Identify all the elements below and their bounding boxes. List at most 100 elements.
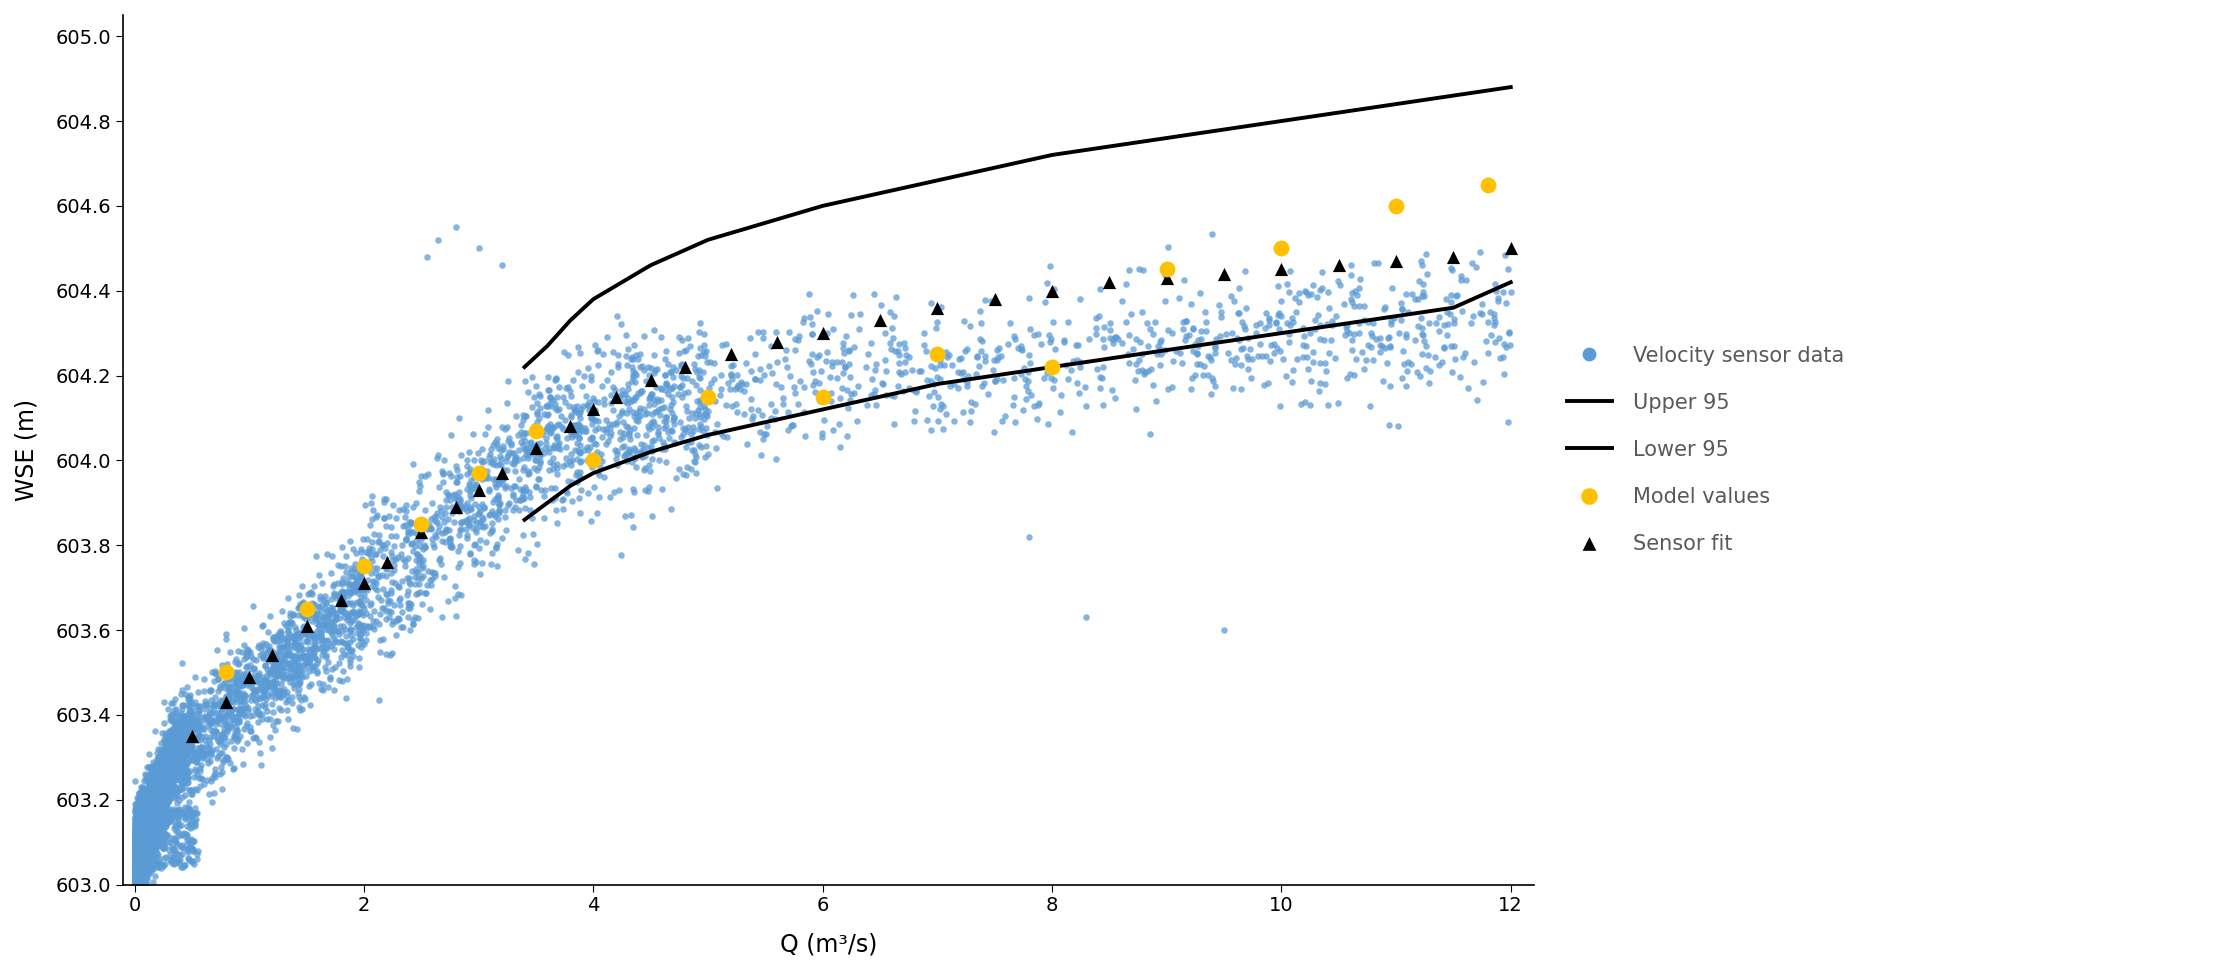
Point: [135, 840, 170, 855]
Point: [246, 682, 281, 697]
Point: [188, 738, 224, 753]
Point: [208, 696, 244, 712]
Point: [516, 526, 551, 542]
Point: [153, 808, 188, 823]
Point: [122, 825, 157, 841]
Point: [122, 807, 157, 822]
Point: [135, 784, 170, 799]
Point: [368, 586, 403, 602]
Point: [226, 652, 261, 667]
Point: [126, 847, 162, 862]
Point: [124, 815, 159, 830]
Point: [325, 585, 361, 600]
Point: [170, 717, 206, 732]
Point: [135, 837, 170, 853]
Point: [235, 686, 270, 702]
Point: [122, 850, 157, 865]
Point: [151, 735, 186, 751]
Point: [128, 871, 164, 887]
Point: [496, 486, 531, 502]
Point: [529, 430, 565, 446]
Point: [157, 809, 193, 824]
Point: [815, 354, 850, 370]
Point: [252, 642, 288, 657]
Point: [547, 412, 582, 427]
Point: [153, 766, 188, 782]
Point: [135, 811, 170, 826]
Point: [294, 646, 330, 661]
Point: [950, 368, 985, 384]
Point: [139, 818, 175, 833]
Point: [148, 744, 184, 759]
Point: [144, 792, 179, 808]
Point: [653, 423, 689, 439]
Point: [122, 833, 157, 849]
Point: [162, 849, 197, 864]
Point: [381, 550, 416, 565]
Point: [124, 804, 159, 820]
Point: [607, 386, 642, 402]
Point: [126, 837, 162, 853]
Point: [128, 814, 164, 829]
Point: [166, 734, 201, 750]
Point: [135, 827, 170, 843]
Point: [317, 683, 352, 698]
Point: [835, 287, 870, 303]
Point: [390, 610, 425, 625]
Point: [201, 733, 237, 749]
Point: [128, 813, 164, 828]
Point: [126, 820, 162, 835]
Point: [531, 389, 567, 405]
Point: [162, 721, 197, 737]
Point: [122, 843, 157, 858]
Point: [124, 848, 159, 863]
Point: [906, 337, 941, 352]
Point: [945, 404, 981, 419]
Point: [1421, 323, 1457, 339]
Point: [438, 499, 474, 515]
Point: [514, 511, 549, 526]
Point: [224, 696, 259, 712]
Point: [120, 860, 155, 876]
Point: [120, 859, 155, 875]
Point: [135, 818, 170, 833]
Point: [182, 727, 217, 743]
Point: [467, 499, 503, 515]
Point: [620, 385, 655, 401]
Point: [148, 738, 184, 753]
Point: [279, 664, 314, 680]
Point: [124, 814, 159, 829]
Point: [1222, 281, 1258, 296]
Point: [120, 830, 155, 846]
Point: [155, 786, 190, 801]
Point: [151, 779, 186, 794]
Point: [562, 446, 598, 461]
Point: [137, 826, 173, 842]
Point: [153, 749, 188, 764]
Point: [117, 849, 153, 864]
Point: [124, 829, 159, 845]
Point: [120, 827, 155, 843]
Point: [483, 495, 518, 511]
Point: [139, 754, 175, 770]
Point: [155, 706, 190, 721]
Point: [268, 638, 303, 653]
Point: [403, 538, 438, 553]
Point: [139, 801, 175, 817]
Point: [286, 648, 321, 663]
Point: [449, 512, 485, 527]
Point: [139, 804, 175, 820]
Point: [124, 822, 159, 838]
Point: [337, 604, 372, 619]
Point: [131, 865, 166, 881]
Point: [122, 836, 157, 852]
Point: [128, 865, 164, 881]
Point: [288, 648, 323, 663]
Point: [117, 834, 153, 850]
Point: [1419, 315, 1455, 330]
Point: [135, 848, 170, 863]
Point: [122, 868, 157, 884]
Point: [345, 576, 381, 591]
Point: [175, 782, 210, 797]
Point: [640, 361, 675, 377]
